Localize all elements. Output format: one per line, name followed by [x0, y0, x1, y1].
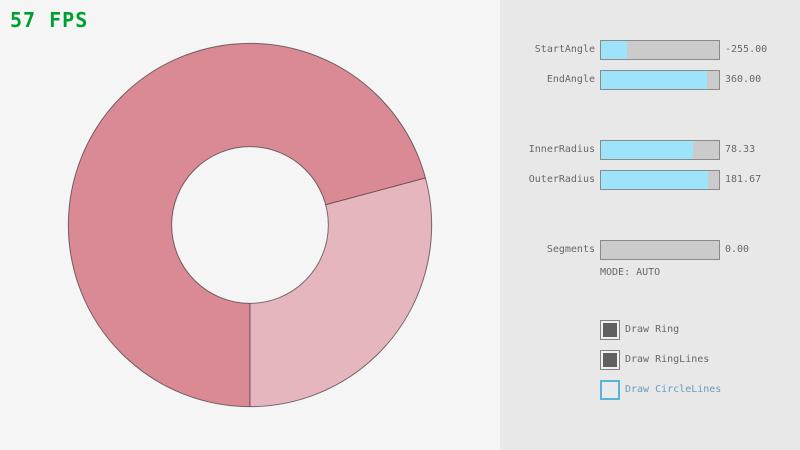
fps-counter: 57 FPS [10, 8, 89, 32]
slider-value-innerradius: 78.33 [725, 144, 756, 155]
mode-label: MODE: AUTO [600, 267, 661, 278]
slider-startangle[interactable] [600, 40, 720, 60]
slider-innerradius[interactable] [600, 140, 720, 160]
ring-segment-line-upper [325, 177, 426, 206]
slider-innerradius-fill [601, 141, 694, 159]
slider-label-endangle: EndAngle [546, 74, 595, 85]
ring-canvas [67, 42, 433, 408]
slider-label-innerradius: InnerRadius [528, 144, 595, 155]
slider-endangle[interactable] [600, 70, 720, 90]
checkbox-label-draw-circlelines: Draw CircleLines [625, 384, 722, 395]
checkbox-draw-ringlines[interactable] [600, 350, 620, 370]
slider-value-outerradius: 181.67 [725, 174, 762, 185]
checkmark [603, 323, 617, 337]
slider-label-segments: Segments [546, 244, 595, 255]
slider-outerradius-fill [601, 171, 709, 189]
slider-value-segments: 0.00 [725, 244, 750, 255]
slider-value-startangle: -255.00 [725, 44, 768, 55]
slider-segments[interactable] [600, 240, 720, 260]
ring-inner-hole [171, 146, 329, 304]
checkbox-label-draw-ringlines: Draw RingLines [625, 354, 710, 365]
checkmark [603, 353, 617, 367]
checkbox-label-draw-ring: Draw Ring [625, 324, 680, 335]
slider-label-outerradius: OuterRadius [528, 174, 595, 185]
slider-startangle-fill [601, 41, 627, 59]
checkbox-draw-circlelines[interactable] [600, 380, 620, 400]
checkbox-draw-ring[interactable] [600, 320, 620, 340]
slider-label-startangle: StartAngle [534, 44, 595, 55]
slider-value-endangle: 360.00 [725, 74, 762, 85]
slider-endangle-fill [601, 71, 708, 89]
slider-outerradius[interactable] [600, 170, 720, 190]
